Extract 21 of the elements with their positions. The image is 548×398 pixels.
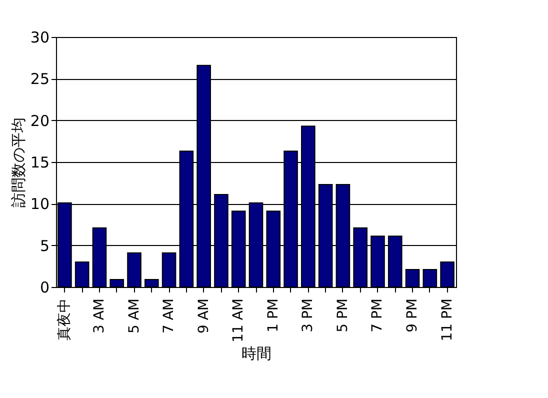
y-tick-label: 30 (30, 28, 50, 46)
x-tick-label: 5 AM (126, 298, 142, 334)
x-tick-label: 3 AM (91, 298, 108, 334)
x-axis-title: 時間 (242, 344, 272, 362)
y-tick-label: 20 (30, 112, 50, 130)
y-tick-label: 25 (30, 70, 50, 88)
x-tick-label: 11 PM (439, 298, 456, 342)
y-tick-label: 5 (40, 236, 50, 255)
y-tick-label: 0 (40, 278, 50, 296)
x-tick-label: 3 PM (300, 298, 316, 332)
x-tick-label: 11 AM (230, 298, 247, 342)
x-tick-label: 9 AM (196, 298, 212, 334)
y-tick-label: 15 (30, 154, 50, 172)
x-tick-label: 7 AM (161, 298, 178, 334)
y-axis-title: 訪問数の平均 (9, 118, 28, 208)
y-tick-label: 10 (30, 195, 50, 214)
x-tick-label: 5 PM (334, 298, 351, 332)
x-tick-label: 9 PM (404, 298, 421, 332)
x-tick-label: 1 PM (265, 298, 282, 332)
x-tick-label: 真夜中 (56, 298, 73, 340)
x-tick-label: 7 PM (370, 298, 386, 332)
